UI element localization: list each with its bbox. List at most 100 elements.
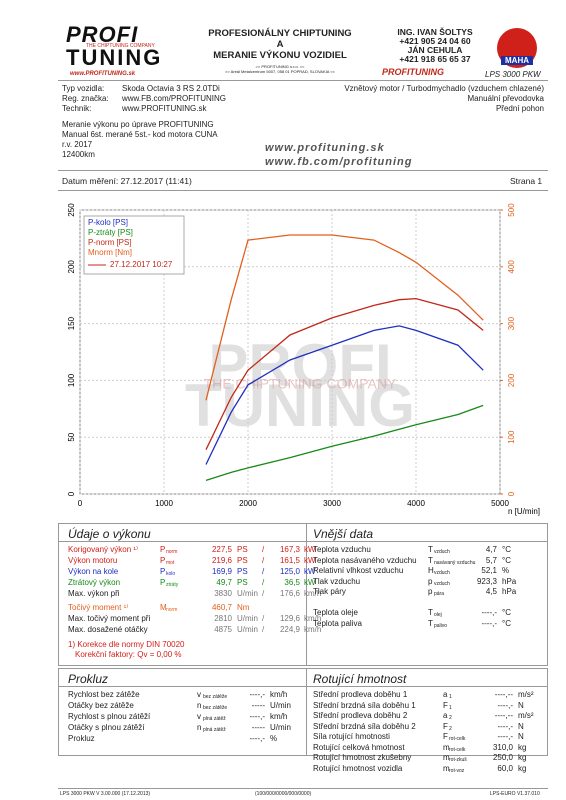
unit: kW — [304, 567, 316, 576]
unit: N — [518, 700, 524, 710]
x-tick-label: 2000 — [239, 499, 257, 508]
symbol-sub: rot-celk — [449, 746, 466, 753]
vehicle-detail: Manuální převodovka — [467, 94, 545, 103]
symbol-sub: rot-celk — [449, 736, 466, 742]
legend-entry: P-ztráty [PS] — [88, 228, 133, 237]
vehicle-label: Typ vozidla: — [62, 84, 105, 93]
row-label: Otáčky bez zátěže — [68, 701, 134, 710]
logo-top: PROFI — [66, 22, 139, 47]
symbol: P — [160, 567, 166, 576]
symbol-sub: olej — [434, 612, 442, 618]
note: 12400km — [62, 150, 95, 159]
value: 227,5 — [211, 545, 232, 554]
symbol: v — [197, 690, 201, 699]
value: ----,- — [481, 608, 497, 617]
value: ----,- — [481, 618, 497, 628]
y2-tick-label: 400 — [507, 260, 516, 274]
section-title: Rotující hmotnost — [313, 672, 407, 686]
row-label: Střední brzdná síla doběhu 1 — [313, 700, 416, 710]
logo-bottom: TUNING — [66, 45, 163, 70]
unit: % — [270, 734, 278, 743]
row-label: Síla rotující hmotnosti — [313, 732, 390, 741]
y-tick-label: 150 — [67, 316, 76, 330]
row-label: Tlak vzduchu — [313, 576, 361, 586]
symbol-sub: kolo — [166, 571, 176, 577]
url: www.profituning.sk — [265, 142, 385, 154]
x-axis-label: n [U/min] — [508, 507, 540, 516]
symbol-sub: bez zátěže — [203, 705, 228, 711]
symbol-sub: vzduch — [434, 580, 450, 587]
unit: m/s² — [518, 690, 534, 699]
symbol-sub: palivo — [434, 622, 448, 629]
legend-box — [83, 215, 185, 275]
row-label: Otáčky s plnou zátěží — [68, 723, 145, 732]
unit: °C — [502, 618, 511, 628]
row-label: Tlak páry — [313, 587, 346, 596]
y-tick-label: 0 — [67, 491, 76, 496]
row-label: Rotující hmotnost zkušebny — [313, 753, 412, 762]
table-frame — [58, 668, 548, 756]
symbol-sub: rot-zkuš — [449, 757, 467, 763]
date: Datum měření: 27.12.2017 (11:41) — [62, 176, 192, 186]
separator: / — [262, 556, 265, 565]
row-label: Korigovaný výkon ¹⁾ — [68, 545, 138, 554]
y2-tick-label: 300 — [507, 316, 516, 330]
company: >> PROFITUNING s.r.o. << — [255, 64, 305, 69]
symbol: p — [428, 576, 433, 586]
value: 250,0 — [492, 753, 513, 762]
table-frame — [58, 523, 548, 666]
symbol: F — [443, 700, 448, 710]
value: ----,-- — [494, 711, 513, 720]
watermark: PROFI — [208, 332, 391, 399]
vehicle-label: Reg. značka: — [62, 94, 109, 103]
url: www.fb.com/profituning — [265, 156, 413, 168]
row-label: Střední prodleva doběhu 2 — [313, 711, 408, 720]
row-label: Prokluz — [68, 734, 95, 743]
symbol-sub: pára — [434, 591, 445, 597]
symbol-sub: plná zátěž — [203, 716, 226, 722]
y-tick-label: 250 — [67, 203, 76, 217]
value: ----- — [251, 701, 265, 710]
section-title: Vnější data — [313, 527, 374, 541]
note: Manual 6st. merané 5st.- kod motora CUNA — [62, 130, 218, 139]
unit: °C — [502, 555, 511, 565]
symbol: m — [443, 763, 450, 773]
y-tick-label: 50 — [67, 432, 76, 441]
row-label: Rychlost bez zátěže — [68, 690, 140, 699]
title-line: MERANIE VÝKONU VOZIDIEL — [213, 50, 347, 61]
unit: °C — [502, 608, 511, 617]
value: 36,5 — [284, 578, 300, 587]
legend-entry: Mnorm [Nm] — [88, 248, 132, 257]
symbol: v — [197, 712, 201, 721]
symbol-sub: vzduch — [434, 570, 450, 576]
symbol: a — [443, 711, 448, 720]
footer-left: LPS 3000 PKW V 3.00.000 (17.12.2013) — [60, 791, 151, 797]
unit: U/min — [237, 589, 258, 598]
address: >> Areál Metalcentrum 5007, 058 01 POPRA… — [225, 69, 335, 74]
symbol-sub: vzduch — [434, 549, 450, 555]
symbol-sub: norm — [166, 549, 178, 555]
divider — [306, 668, 307, 756]
x-tick-label: 1000 — [155, 499, 173, 508]
value: ----,- — [249, 690, 265, 699]
divider — [306, 523, 307, 666]
brand: PROFITUNING — [382, 67, 444, 77]
contact-line: +421 905 24 04 60 — [399, 36, 471, 46]
value: ----,-- — [494, 690, 513, 699]
symbol-sub: rot-voz — [449, 767, 465, 774]
symbol: F — [443, 732, 448, 741]
symbol-sub: nasávaný vzduchu — [434, 559, 476, 566]
symbol: P — [160, 545, 166, 554]
unit: % — [502, 566, 510, 575]
value: 169,9 — [211, 567, 232, 576]
chart: PROFI THE CHIPTUNING COMPANY TUNING 0 50 1… — [67, 203, 540, 516]
series-line — [205, 297, 484, 450]
row-label: Rotující hmotnost vozidla — [313, 763, 403, 773]
x-tick-label: 3000 — [323, 499, 341, 508]
separator: / — [262, 589, 265, 598]
y2-tick-label: 500 — [507, 203, 516, 217]
vehicle-detail: Vznětový motor / Turbodmychadlo (vzduche… — [344, 84, 544, 93]
row-label: Výkon motoru — [68, 556, 118, 565]
value: 4,5 — [485, 587, 497, 596]
